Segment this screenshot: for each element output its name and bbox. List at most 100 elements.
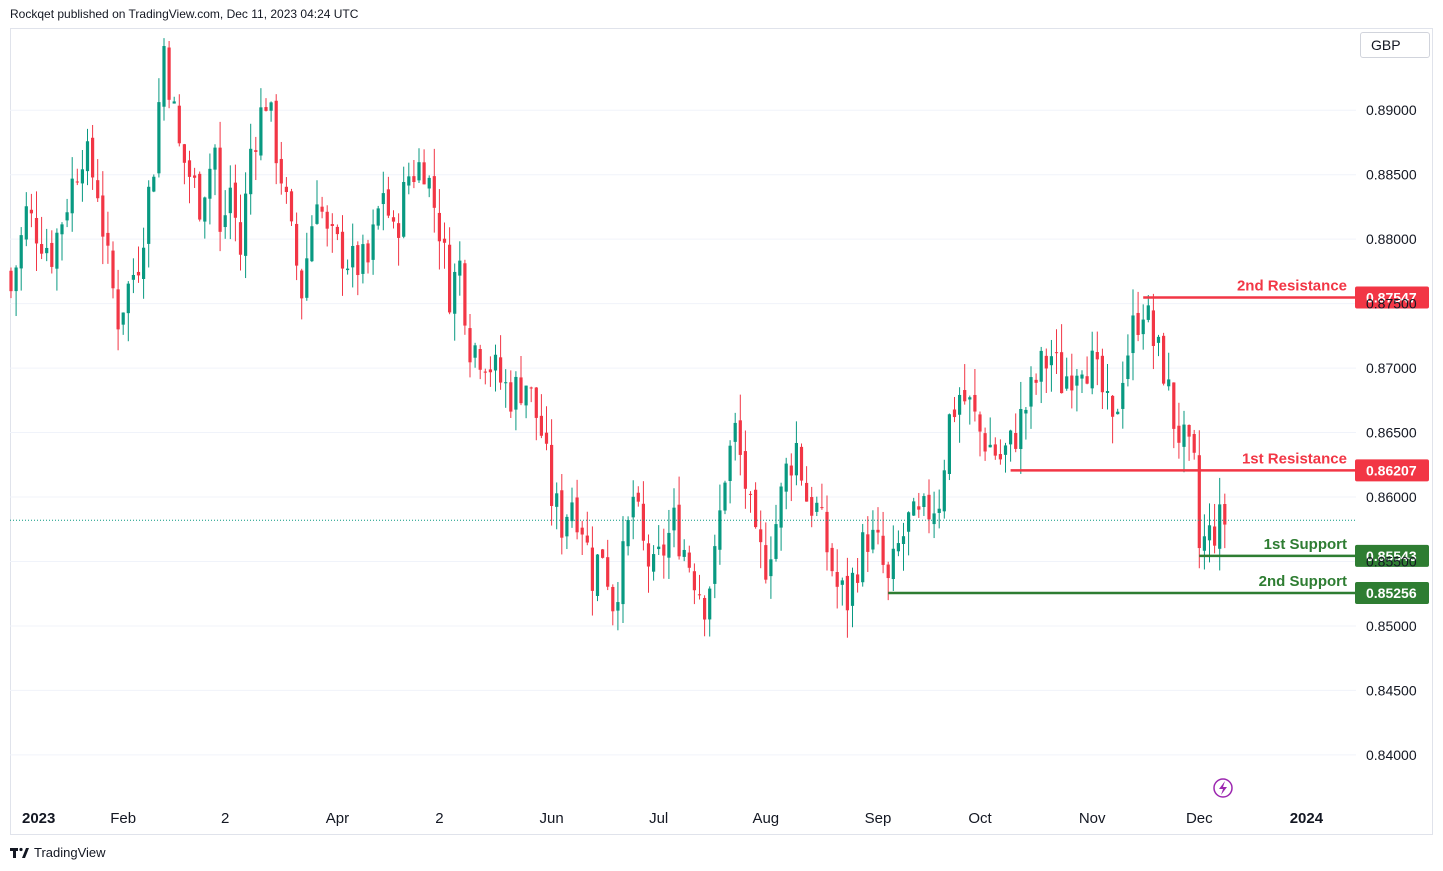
candle-body — [432, 176, 436, 208]
candle-body — [65, 212, 69, 221]
candle-body — [697, 594, 702, 596]
candle-body — [1167, 379, 1171, 387]
candle-body — [172, 101, 176, 104]
time-tick-label: Nov — [1079, 810, 1106, 827]
candle-body — [896, 543, 900, 552]
candle-body — [376, 208, 380, 226]
candle-body — [442, 238, 447, 243]
candle-body — [29, 209, 33, 214]
candle-body — [167, 47, 171, 100]
candle-body — [504, 382, 508, 384]
candle-body — [891, 548, 895, 580]
footer[interactable]: TradingView — [10, 845, 106, 860]
time-tick-label: Jul — [649, 810, 668, 827]
candle-body — [1054, 352, 1059, 354]
candle-body — [789, 465, 793, 476]
candle-body — [1192, 434, 1196, 453]
candle-body — [223, 215, 227, 228]
time-tick-label: 2023 — [22, 810, 55, 827]
candle-body — [866, 534, 870, 552]
candle-body — [85, 141, 90, 172]
candle-body — [60, 224, 64, 235]
time-tick-label: 2 — [221, 810, 229, 827]
candle-body — [259, 107, 263, 156]
candle-body — [249, 148, 253, 195]
candle-body — [641, 503, 645, 541]
candle-body — [942, 470, 946, 512]
candle-body — [779, 486, 783, 528]
grid — [10, 109, 1356, 756]
candle-body — [917, 506, 921, 510]
candle-body — [718, 510, 722, 550]
candle-body — [1187, 424, 1191, 437]
candle-body — [264, 107, 268, 111]
candle-body — [728, 445, 732, 482]
candle-body — [850, 572, 855, 606]
candle-body — [723, 482, 727, 511]
candle-body — [381, 193, 385, 205]
candle-body — [422, 162, 426, 185]
candle-body — [356, 245, 360, 276]
price-tick-label: 0.85000 — [1366, 618, 1417, 634]
candle-body — [947, 414, 951, 474]
candle-body — [407, 176, 411, 186]
candle-body — [55, 232, 59, 269]
candle-body — [14, 267, 18, 292]
resistance-label: 1st Resistance — [1242, 450, 1347, 467]
candle-body — [927, 494, 931, 520]
candle-body — [40, 244, 44, 254]
candle-body — [121, 312, 125, 325]
candle-body — [1039, 350, 1043, 382]
candle-body — [300, 270, 304, 299]
candle-body — [601, 549, 605, 558]
candle-body — [284, 186, 288, 193]
candle-body — [157, 102, 161, 174]
time-axis: 2023 Feb 2 Apr 2 Jun Jul Aug Sep Oct Nov Dec 2024 — [22, 810, 1324, 827]
candle-body — [1116, 411, 1120, 415]
candle-body — [75, 181, 79, 183]
candle-body — [652, 554, 656, 572]
candle-body — [963, 390, 967, 402]
candle-body — [177, 105, 181, 144]
candle-body — [958, 394, 962, 415]
candle-body — [1070, 375, 1074, 391]
candle-body — [468, 328, 472, 363]
candle-body — [402, 181, 406, 237]
candle-body — [799, 446, 804, 481]
candle-body — [514, 376, 518, 410]
candle-body — [1177, 425, 1181, 443]
candle-body — [932, 513, 936, 525]
candle-body — [162, 46, 166, 107]
candle-body — [1024, 409, 1028, 414]
candle-body — [952, 409, 957, 418]
price-tick-label: 0.86500 — [1366, 425, 1417, 441]
currency-selector[interactable]: GBP — [1360, 32, 1430, 58]
candle-body — [1019, 408, 1023, 449]
candle-body — [1126, 355, 1130, 380]
candle-body — [565, 516, 569, 537]
candle-body — [1095, 352, 1099, 360]
candle-body — [626, 520, 630, 547]
candle-body — [1162, 335, 1166, 384]
candle-body — [1223, 504, 1227, 525]
candle-body — [1003, 445, 1008, 455]
candle-body — [748, 493, 753, 495]
candle-body — [483, 371, 487, 373]
candle-body — [570, 502, 574, 522]
candle-body — [631, 496, 635, 518]
candle-body — [754, 489, 758, 528]
candle-body — [815, 502, 819, 512]
candle-body — [672, 507, 676, 531]
time-tick-label: 2 — [435, 810, 443, 827]
candle-body — [111, 250, 115, 289]
candle-body — [208, 168, 212, 199]
candle-body — [203, 197, 207, 222]
lightning-icon-ring — [1213, 778, 1233, 798]
candle-body — [473, 345, 477, 358]
candle-body — [9, 270, 13, 292]
candle-body — [1075, 375, 1079, 386]
price-tick-label: 0.89000 — [1366, 102, 1417, 118]
extras — [1213, 778, 1233, 798]
candle-body — [555, 493, 559, 507]
